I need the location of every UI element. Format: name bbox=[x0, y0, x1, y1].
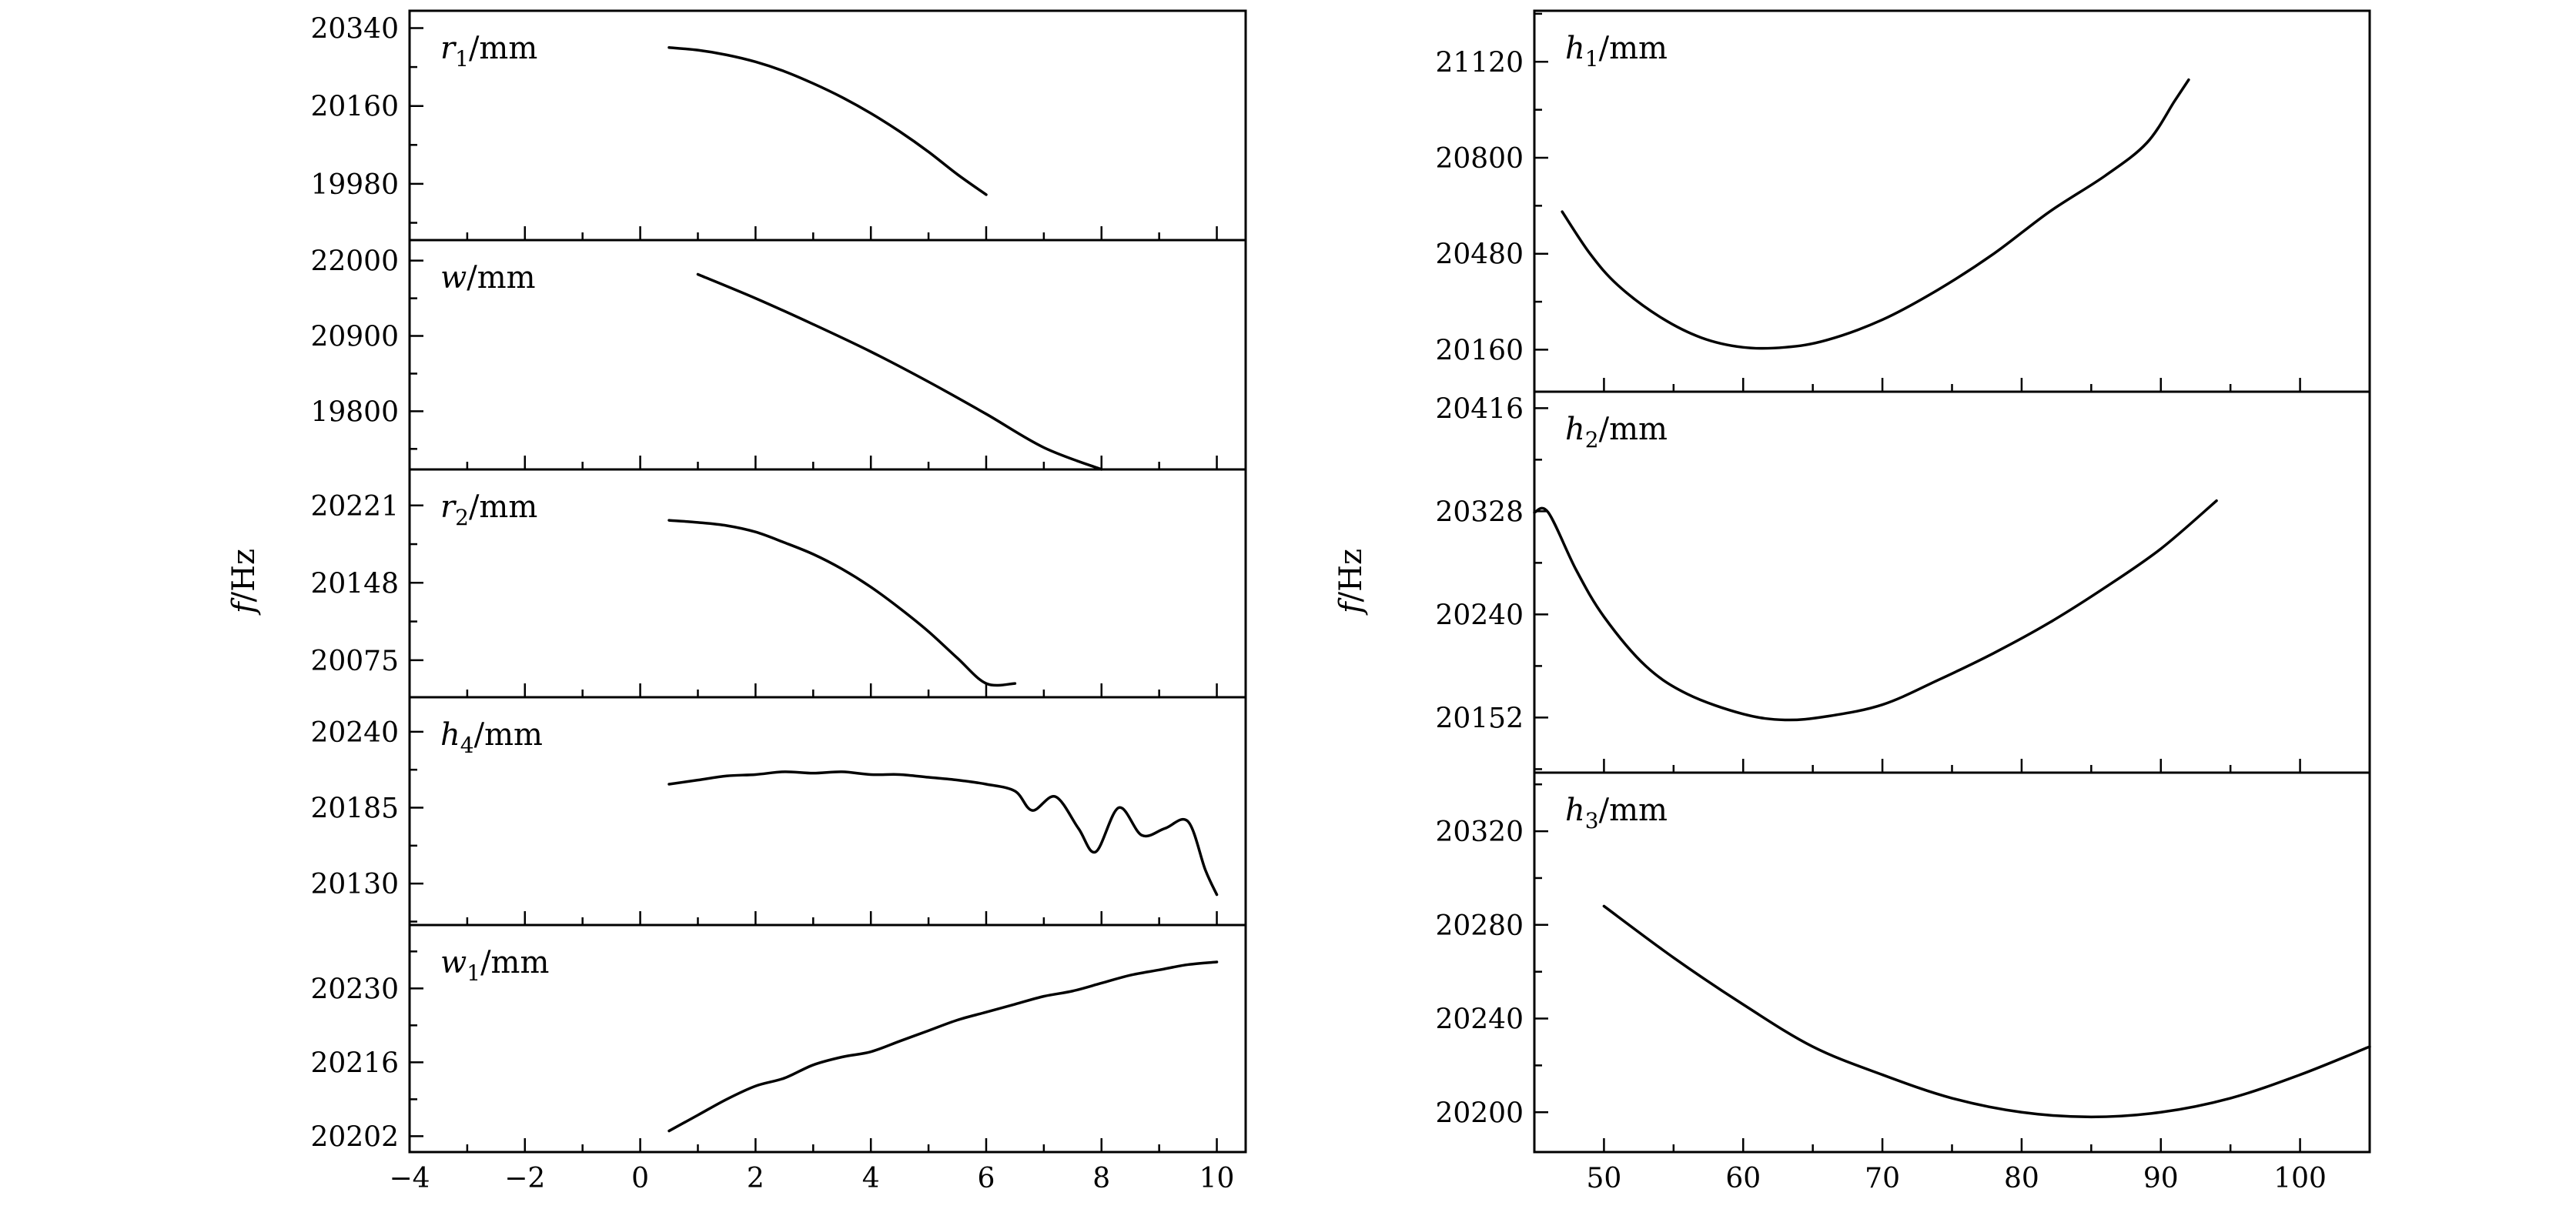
y-tick-label: 20075 bbox=[310, 646, 399, 677]
series-line-h4 bbox=[667, 770, 1219, 897]
y-tick-label: 20202 bbox=[310, 1121, 399, 1153]
x-tick-label: 50 bbox=[1587, 1163, 1622, 1194]
y-tick-label: 20800 bbox=[1435, 143, 1524, 175]
panel-w1: 20202 20216 20230 −4 −2 0 2 4 6 8 10 w1/mm bbox=[310, 923, 1247, 1194]
y-tick-label: 20160 bbox=[1435, 335, 1524, 366]
y-tick-label: 20160 bbox=[310, 92, 399, 123]
series-line-w1 bbox=[667, 960, 1219, 1133]
y-tick-label: 20240 bbox=[310, 717, 399, 749]
x-tick-label: 8 bbox=[1092, 1163, 1110, 1194]
series-line-h2 bbox=[1533, 499, 2218, 722]
series-line-w bbox=[696, 272, 1103, 471]
panel-label-w1: w1/mm bbox=[440, 945, 549, 986]
x-tick-label: 60 bbox=[1725, 1163, 1761, 1194]
right-y-axis-title: f/Hz bbox=[1333, 549, 1369, 616]
x-tick-label: 70 bbox=[1865, 1163, 1900, 1194]
x-tick-label: 4 bbox=[862, 1163, 880, 1194]
panel-label-h4: h4/mm bbox=[440, 717, 543, 758]
y-tick-label: 20240 bbox=[1435, 599, 1524, 631]
series-line-h1 bbox=[1561, 78, 2190, 350]
panel-h3: 20200 20240 20280 20320 50 60 70 80 90 100 h3/mm bbox=[1435, 771, 2371, 1194]
y-tick-label: 20221 bbox=[310, 491, 399, 523]
y-tick-label: 19980 bbox=[310, 169, 399, 201]
y-tick-label: 19800 bbox=[310, 396, 399, 428]
x-tick-label: 0 bbox=[631, 1163, 649, 1194]
y-tick-label: 22000 bbox=[310, 246, 399, 278]
y-tick-label: 20328 bbox=[1435, 496, 1524, 528]
panel-label-h2: h2/mm bbox=[1565, 412, 1668, 453]
x-tick-label: 100 bbox=[2273, 1163, 2327, 1194]
y-tick-label: 20280 bbox=[1435, 910, 1524, 942]
y-tick-label: 20152 bbox=[1435, 703, 1524, 734]
x-tick-label: 90 bbox=[2143, 1163, 2179, 1194]
panel-r1: 19980 20160 20340 r1/mm bbox=[310, 9, 1247, 242]
x-tick-label: −4 bbox=[389, 1163, 430, 1194]
y-tick-label: 20320 bbox=[1435, 817, 1524, 848]
panel-label-r2: r2/mm bbox=[440, 489, 537, 530]
y-tick-label: 20216 bbox=[310, 1047, 399, 1079]
y-tick-label: 20148 bbox=[310, 568, 399, 599]
y-tick-label: 20340 bbox=[310, 13, 399, 45]
series-line-h3 bbox=[1602, 904, 2371, 1119]
y-tick-label: 20416 bbox=[1435, 393, 1524, 425]
panel-h1: 20160 20480 20800 21120 h1/mm bbox=[1435, 9, 2371, 393]
panel-frame-w1 bbox=[408, 923, 1247, 1154]
x-tick-label: 6 bbox=[978, 1163, 995, 1194]
panel-h2: 20152 20240 20328 20416 h2/mm bbox=[1435, 390, 2371, 774]
panels: 19980 20160 20340 r1/mm 19800 20900 22000 w/mm 2… bbox=[310, 9, 2371, 1194]
y-tick-label: 20240 bbox=[1435, 1004, 1524, 1036]
y-tick-label: 20230 bbox=[310, 974, 399, 1005]
x-tick-label: 10 bbox=[1199, 1163, 1235, 1194]
x-tick-label: 2 bbox=[747, 1163, 764, 1194]
x-tick-label: −2 bbox=[504, 1163, 545, 1194]
y-tick-label: 20185 bbox=[310, 793, 399, 825]
y-tick-label: 20130 bbox=[310, 869, 399, 900]
y-tick-label: 20200 bbox=[1435, 1097, 1524, 1129]
series-line-r2 bbox=[667, 519, 1017, 687]
y-tick-label: 20900 bbox=[310, 322, 399, 353]
panel-label-h1: h1/mm bbox=[1565, 31, 1668, 72]
y-tick-label: 21120 bbox=[1435, 47, 1524, 78]
panel-w: 19800 20900 22000 w/mm bbox=[310, 239, 1247, 471]
panel-label-w: w/mm bbox=[440, 260, 536, 296]
panel-label-r1: r1/mm bbox=[440, 31, 537, 72]
panel-label-h3: h3/mm bbox=[1565, 793, 1668, 833]
x-tick-label: 80 bbox=[2004, 1163, 2039, 1194]
series-line-r1 bbox=[667, 46, 988, 196]
left-y-axis-title: f/Hz bbox=[226, 549, 262, 616]
y-tick-label: 20480 bbox=[1435, 239, 1524, 271]
